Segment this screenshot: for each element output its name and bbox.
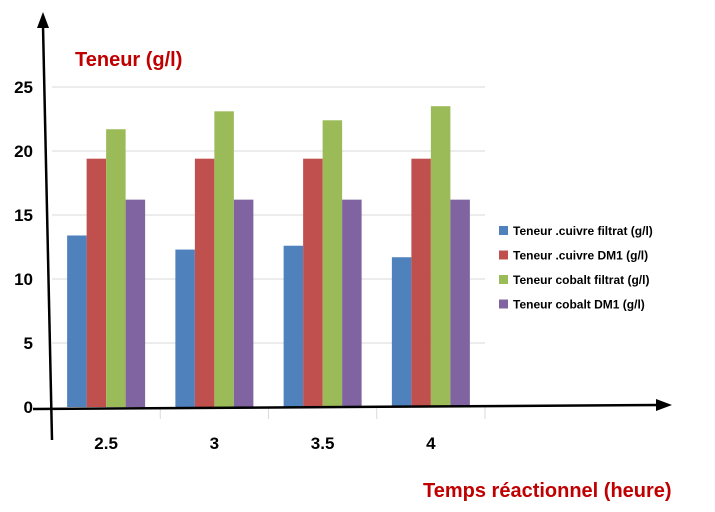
bar: [450, 200, 470, 407]
x-axis-arrow: [656, 399, 672, 411]
x-tick-label: 4: [426, 434, 436, 453]
legend-label: Teneur .cuivre DM1 (g/l): [513, 249, 648, 263]
legend-swatch: [499, 300, 508, 309]
bar: [323, 120, 343, 407]
legend-label: Teneur .cuivre filtrat (g/l): [513, 224, 653, 238]
y-tick-label: 15: [14, 206, 33, 225]
legend-label: Teneur cobalt filtrat (g/l): [513, 273, 649, 287]
bar: [303, 159, 323, 407]
y-tick-label: 0: [24, 398, 33, 417]
bar: [106, 129, 126, 407]
bar: [175, 250, 195, 407]
x-tick-label: 3: [210, 434, 219, 453]
y-tick-labels: 0 5 10 15 20 25: [14, 78, 33, 417]
bar: [392, 257, 412, 407]
y-tick-label: 10: [14, 270, 33, 289]
legend: Teneur .cuivre filtrat (g/l) Teneur .cuiv…: [499, 224, 653, 312]
y-tick-label: 20: [14, 142, 33, 161]
bar: [214, 111, 234, 407]
bar: [234, 200, 254, 407]
bar: [67, 235, 87, 407]
legend-swatch: [499, 226, 508, 235]
legend-swatch: [499, 275, 508, 284]
y-axis-line: [43, 26, 52, 440]
bar: [284, 246, 304, 407]
x-tick-label: 2.5: [94, 434, 118, 453]
bar: [431, 106, 451, 407]
x-tick-labels: 2.5 3 3.5 4: [94, 434, 436, 453]
x-axis-title: Temps réactionnel (heure): [423, 480, 672, 502]
bar: [87, 159, 107, 407]
bar: [195, 159, 215, 407]
y-axis-title: Teneur (g/l): [75, 49, 182, 71]
legend-swatch: [499, 251, 508, 260]
y-tick-label: 25: [14, 78, 33, 97]
x-tick-label: 3.5: [311, 434, 335, 453]
y-axis-arrow: [37, 12, 49, 28]
y-tick-label: 5: [24, 334, 33, 353]
bar: [126, 200, 146, 407]
bar: [342, 200, 362, 407]
legend-label: Teneur cobalt DM1 (g/l): [513, 298, 645, 312]
bar: [411, 159, 431, 407]
